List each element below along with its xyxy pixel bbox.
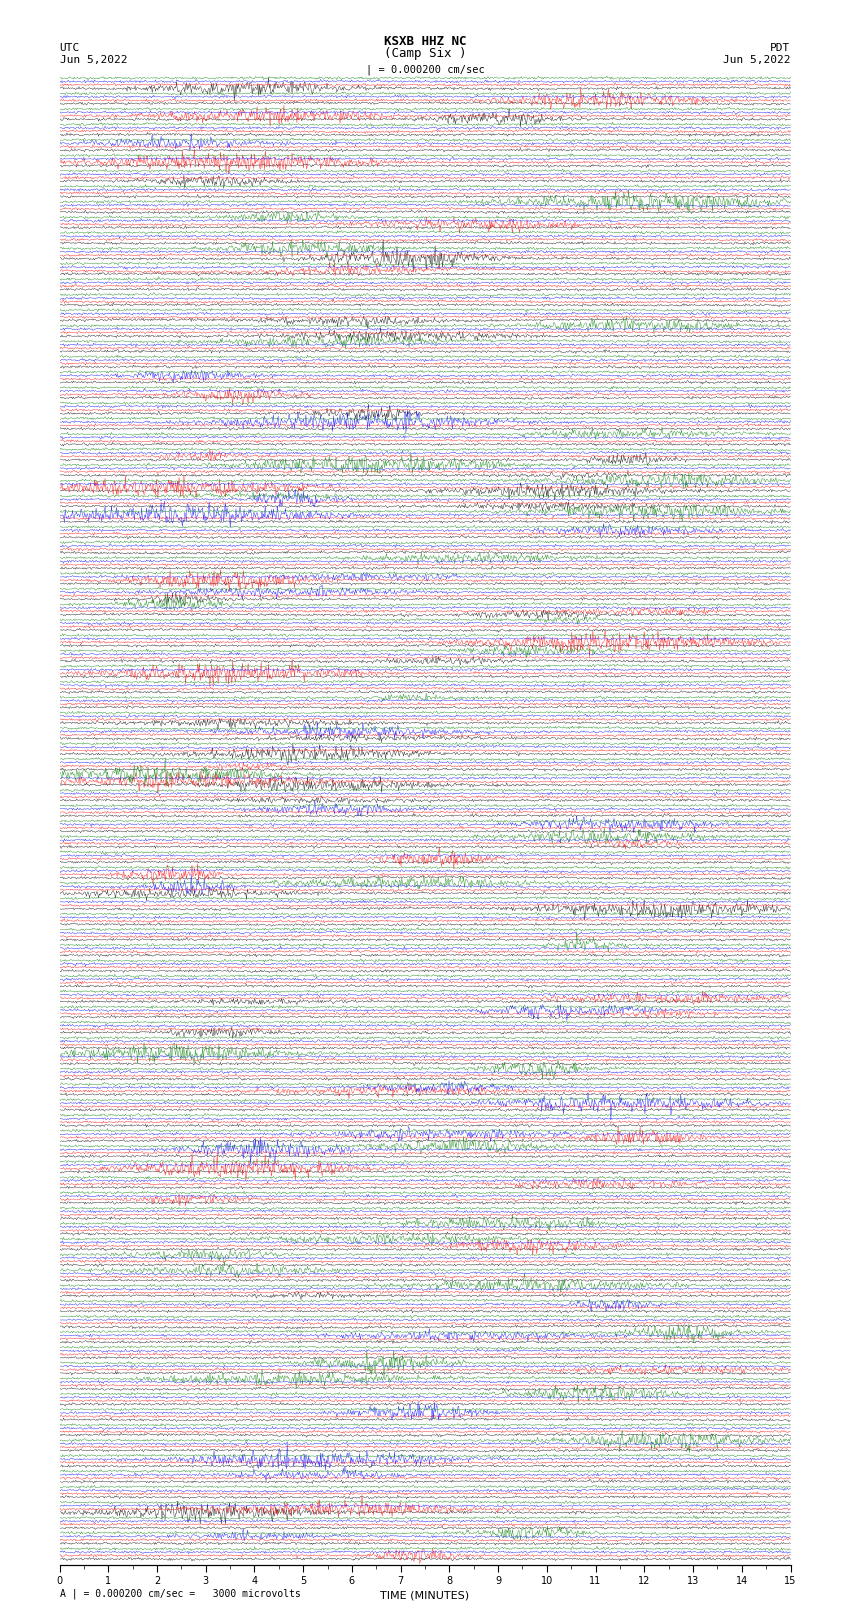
Text: Jun 5,2022: Jun 5,2022 xyxy=(723,55,791,65)
Text: Jun 5,2022: Jun 5,2022 xyxy=(60,55,127,65)
Text: KSXB HHZ NC: KSXB HHZ NC xyxy=(383,35,467,48)
X-axis label: TIME (MINUTES): TIME (MINUTES) xyxy=(381,1590,469,1600)
Text: PDT: PDT xyxy=(770,44,790,53)
Text: (Camp Six ): (Camp Six ) xyxy=(383,47,467,60)
Text: UTC: UTC xyxy=(60,44,80,53)
Text: A | = 0.000200 cm/sec =   3000 microvolts: A | = 0.000200 cm/sec = 3000 microvolts xyxy=(60,1589,300,1598)
Text: | = 0.000200 cm/sec: | = 0.000200 cm/sec xyxy=(366,65,484,74)
